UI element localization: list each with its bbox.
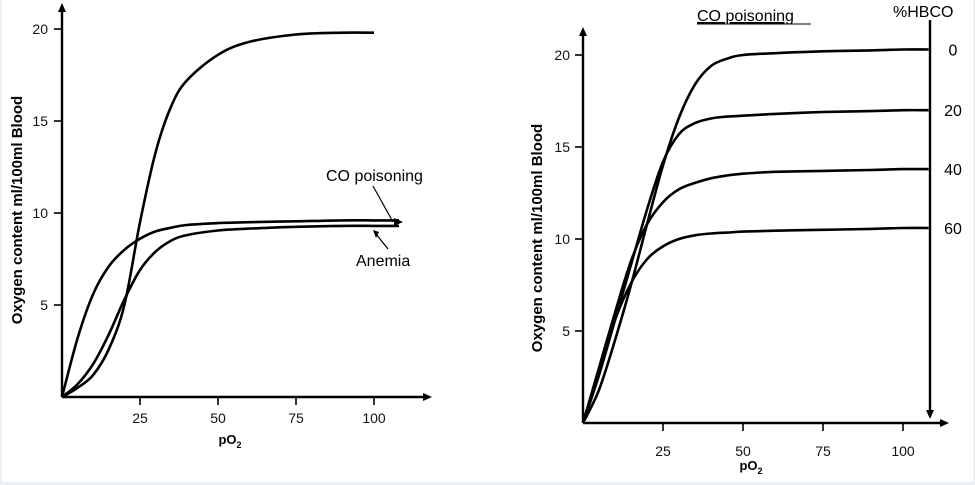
- left-series-line: [61, 31, 375, 399]
- left-y-tick-label: 5: [40, 297, 48, 313]
- right-y-tick-label: 10: [554, 231, 570, 247]
- right-series-line-hbco-0: [581, 48, 929, 424]
- right-x-tick-label: 25: [655, 443, 671, 459]
- left-annotation-anemia-leader: [375, 233, 389, 250]
- left-x-axis-label: pO2: [218, 432, 241, 450]
- right-x-tick-label: 75: [815, 443, 831, 459]
- right-y2-tick-label: 60: [944, 221, 962, 238]
- right-series-line-hbco-20: [581, 108, 929, 424]
- left-x-tick-label: 50: [210, 410, 226, 426]
- left-series-line: [61, 224, 400, 399]
- left-y-axis-label: Oxygen content ml/100ml Blood: [9, 96, 26, 324]
- right-y-tick-label: 20: [554, 47, 570, 63]
- right-y2-tick-label: 0: [949, 42, 958, 59]
- left-annotation-co-poisoning: CO poisoning: [326, 168, 423, 185]
- left-annotation-anemia-arrowhead: [373, 230, 379, 238]
- right-y-tick-label: 15: [554, 139, 570, 155]
- left-y-tick-label: 20: [32, 21, 48, 37]
- right-x-tick-label: 50: [735, 443, 751, 459]
- right-series-line-hbco-60: [581, 226, 929, 424]
- left-x-tick-label: 25: [132, 410, 148, 426]
- right-y2-axis-label: %HBCO: [893, 4, 953, 21]
- right-y2-tick-label: 40: [944, 162, 962, 179]
- right-chart-title: CO poisoning: [697, 8, 794, 25]
- right-y-tick-label: 5: [562, 323, 570, 339]
- left-series-line: [60, 219, 399, 398]
- right-y-axis-arrow: [579, 27, 587, 36]
- left-annotation-co-poisoning-leader: [372, 185, 394, 223]
- right-series-line-hbco-40: [581, 167, 929, 424]
- right-x-axis-label: pO2: [739, 458, 762, 476]
- left-annotation-anemia: Anemia: [356, 253, 410, 270]
- right-y2-tick-label: 20: [944, 103, 962, 120]
- left-y-tick-label: 15: [32, 113, 48, 129]
- right-x-axis-label-subscript: 2: [758, 466, 763, 476]
- right-y2-axis-arrow: [926, 410, 934, 419]
- left-x-tick-label: 75: [288, 410, 304, 426]
- left-y-axis-arrow: [58, 3, 66, 12]
- right-x-axis-arrow: [940, 419, 949, 427]
- left-x-axis-arrow: [423, 393, 432, 401]
- right-y-axis-label: Oxygen content ml/100ml Blood: [529, 124, 546, 352]
- left-x-axis-label-subscript: 2: [237, 440, 242, 450]
- left-x-tick-label: 100: [362, 410, 386, 426]
- left-y-tick-label: 10: [32, 205, 48, 221]
- left-annotation-co-poisoning-arrowhead: [394, 218, 403, 226]
- right-x-tick-label: 100: [891, 443, 915, 459]
